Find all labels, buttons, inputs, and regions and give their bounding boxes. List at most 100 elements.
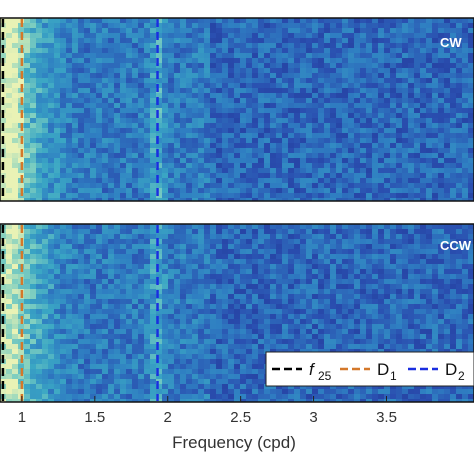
cw-heatmap-cell bbox=[288, 53, 295, 59]
cw-heatmap-cell bbox=[84, 183, 91, 189]
ccw-heatmap-cell bbox=[462, 229, 469, 235]
cw-heatmap-cell bbox=[444, 98, 451, 104]
cw-heatmap-cell bbox=[438, 108, 445, 114]
ccw-heatmap-cell bbox=[240, 254, 247, 260]
cw-heatmap-cell bbox=[162, 83, 169, 89]
cw-heatmap-cell bbox=[270, 38, 277, 44]
cw-heatmap-cell bbox=[216, 153, 223, 159]
cw-heatmap-cell bbox=[138, 53, 145, 59]
cw-heatmap-cell bbox=[264, 193, 271, 199]
cw-heatmap-cell bbox=[414, 83, 421, 89]
cw-heatmap-cell bbox=[210, 138, 217, 144]
ccw-heatmap-cell bbox=[42, 299, 49, 305]
ccw-heatmap-cell bbox=[180, 329, 187, 335]
cw-heatmap-cell bbox=[420, 33, 427, 39]
ccw-heatmap-cell bbox=[144, 314, 151, 320]
cw-heatmap-cell bbox=[300, 33, 307, 39]
cw-heatmap-cell bbox=[18, 133, 25, 139]
ccw-heatmap-cell bbox=[84, 224, 91, 230]
cw-heatmap-cell bbox=[372, 48, 379, 54]
cw-reference-lines bbox=[1, 19, 159, 200]
cw-heatmap-cell bbox=[180, 183, 187, 189]
ccw-heatmap-cell bbox=[414, 259, 421, 265]
ccw-heatmap-cell bbox=[204, 309, 211, 315]
cw-heatmap-cell bbox=[162, 98, 169, 104]
ccw-heatmap-cell bbox=[42, 264, 49, 270]
cw-heatmap-cell bbox=[36, 183, 43, 189]
ccw-heatmap-cell bbox=[72, 344, 79, 350]
cw-heatmap-cell bbox=[432, 48, 439, 54]
ccw-heatmap-cell bbox=[462, 309, 469, 315]
cw-heatmap-cell bbox=[198, 58, 205, 64]
ccw-heatmap-cell bbox=[282, 324, 289, 330]
ccw-heatmap-cell bbox=[84, 349, 91, 355]
ccw-heatmap-cell bbox=[228, 279, 235, 285]
ccw-heatmap-cell bbox=[216, 294, 223, 300]
cw-heatmap-cell bbox=[132, 113, 139, 119]
cw-heatmap-cell bbox=[30, 78, 37, 84]
ccw-heatmap-cell bbox=[378, 304, 385, 310]
ccw-heatmap-cell bbox=[336, 344, 343, 350]
ccw-heatmap-cell bbox=[258, 304, 265, 310]
cw-heatmap-cell bbox=[204, 123, 211, 129]
ccw-heatmap-cell bbox=[450, 269, 457, 275]
ccw-heatmap-cell bbox=[378, 294, 385, 300]
ccw-heatmap-cell bbox=[156, 269, 163, 275]
cw-heatmap-cell bbox=[240, 93, 247, 99]
cw-heatmap-cell bbox=[312, 188, 319, 194]
cw-heatmap-cell bbox=[270, 93, 277, 99]
cw-heatmap-cell bbox=[336, 118, 343, 124]
cw-heatmap-cell bbox=[210, 78, 217, 84]
ccw-heatmap-cell bbox=[282, 264, 289, 270]
cw-heatmap-cell bbox=[378, 173, 385, 179]
ccw-heatmap-cell bbox=[12, 334, 19, 340]
cw-heatmap-cell bbox=[252, 58, 259, 64]
cw-heatmap-cell bbox=[30, 73, 37, 79]
ccw-heatmap-cell bbox=[96, 224, 103, 230]
cw-heatmap-cell bbox=[120, 193, 127, 199]
cw-heatmap-cell bbox=[162, 53, 169, 59]
cw-heatmap-cell bbox=[234, 83, 241, 89]
cw-heatmap-cell bbox=[132, 108, 139, 114]
cw-heatmap-cell bbox=[468, 153, 474, 159]
cw-heatmap-cell bbox=[282, 118, 289, 124]
cw-heatmap-cell bbox=[18, 38, 25, 44]
ccw-heatmap-cell bbox=[408, 224, 415, 230]
ccw-heatmap-cell bbox=[126, 314, 133, 320]
ccw-heatmap-cell bbox=[0, 339, 7, 345]
cw-panel: CW bbox=[0, 17, 474, 202]
ccw-heatmap-cell bbox=[54, 279, 61, 285]
cw-heatmap-cell bbox=[288, 198, 295, 201]
cw-heatmap-cell bbox=[378, 198, 385, 201]
cw-heatmap-cell bbox=[420, 118, 427, 124]
cw-heatmap-cell bbox=[126, 103, 133, 109]
ccw-heatmap-cell bbox=[324, 244, 331, 250]
cw-heatmap-cell bbox=[102, 168, 109, 174]
cw-heatmap-cell bbox=[306, 18, 313, 24]
ccw-heatmap-cell bbox=[390, 224, 397, 230]
ccw-heatmap-cell bbox=[186, 259, 193, 265]
cw-heatmap-cell bbox=[360, 173, 367, 179]
cw-heatmap-cell bbox=[378, 63, 385, 69]
cw-heatmap-cell bbox=[246, 23, 253, 29]
cw-heatmap-cell bbox=[6, 173, 13, 179]
cw-heatmap-cell bbox=[330, 183, 337, 189]
cw-heatmap-cell bbox=[468, 183, 474, 189]
cw-heatmap-cell bbox=[462, 43, 469, 49]
cw-heatmap-cell bbox=[432, 183, 439, 189]
cw-heatmap-cell bbox=[324, 98, 331, 104]
cw-heatmap-cell bbox=[66, 28, 73, 34]
ccw-heatmap-cell bbox=[114, 224, 121, 230]
cw-heatmap-cell bbox=[90, 53, 97, 59]
cw-heatmap-cell bbox=[120, 158, 127, 164]
ccw-heatmap-cell bbox=[258, 259, 265, 265]
ccw-heatmap-cell bbox=[300, 299, 307, 305]
cw-heatmap-cell bbox=[216, 148, 223, 154]
ccw-heatmap-cell bbox=[132, 224, 139, 230]
cw-heatmap-cell bbox=[240, 53, 247, 59]
ccw-heatmap-cell bbox=[354, 309, 361, 315]
ccw-heatmap-cell bbox=[228, 274, 235, 280]
cw-heatmap-cell bbox=[342, 63, 349, 69]
cw-heatmap-cell bbox=[222, 138, 229, 144]
cw-heatmap-cell bbox=[204, 113, 211, 119]
